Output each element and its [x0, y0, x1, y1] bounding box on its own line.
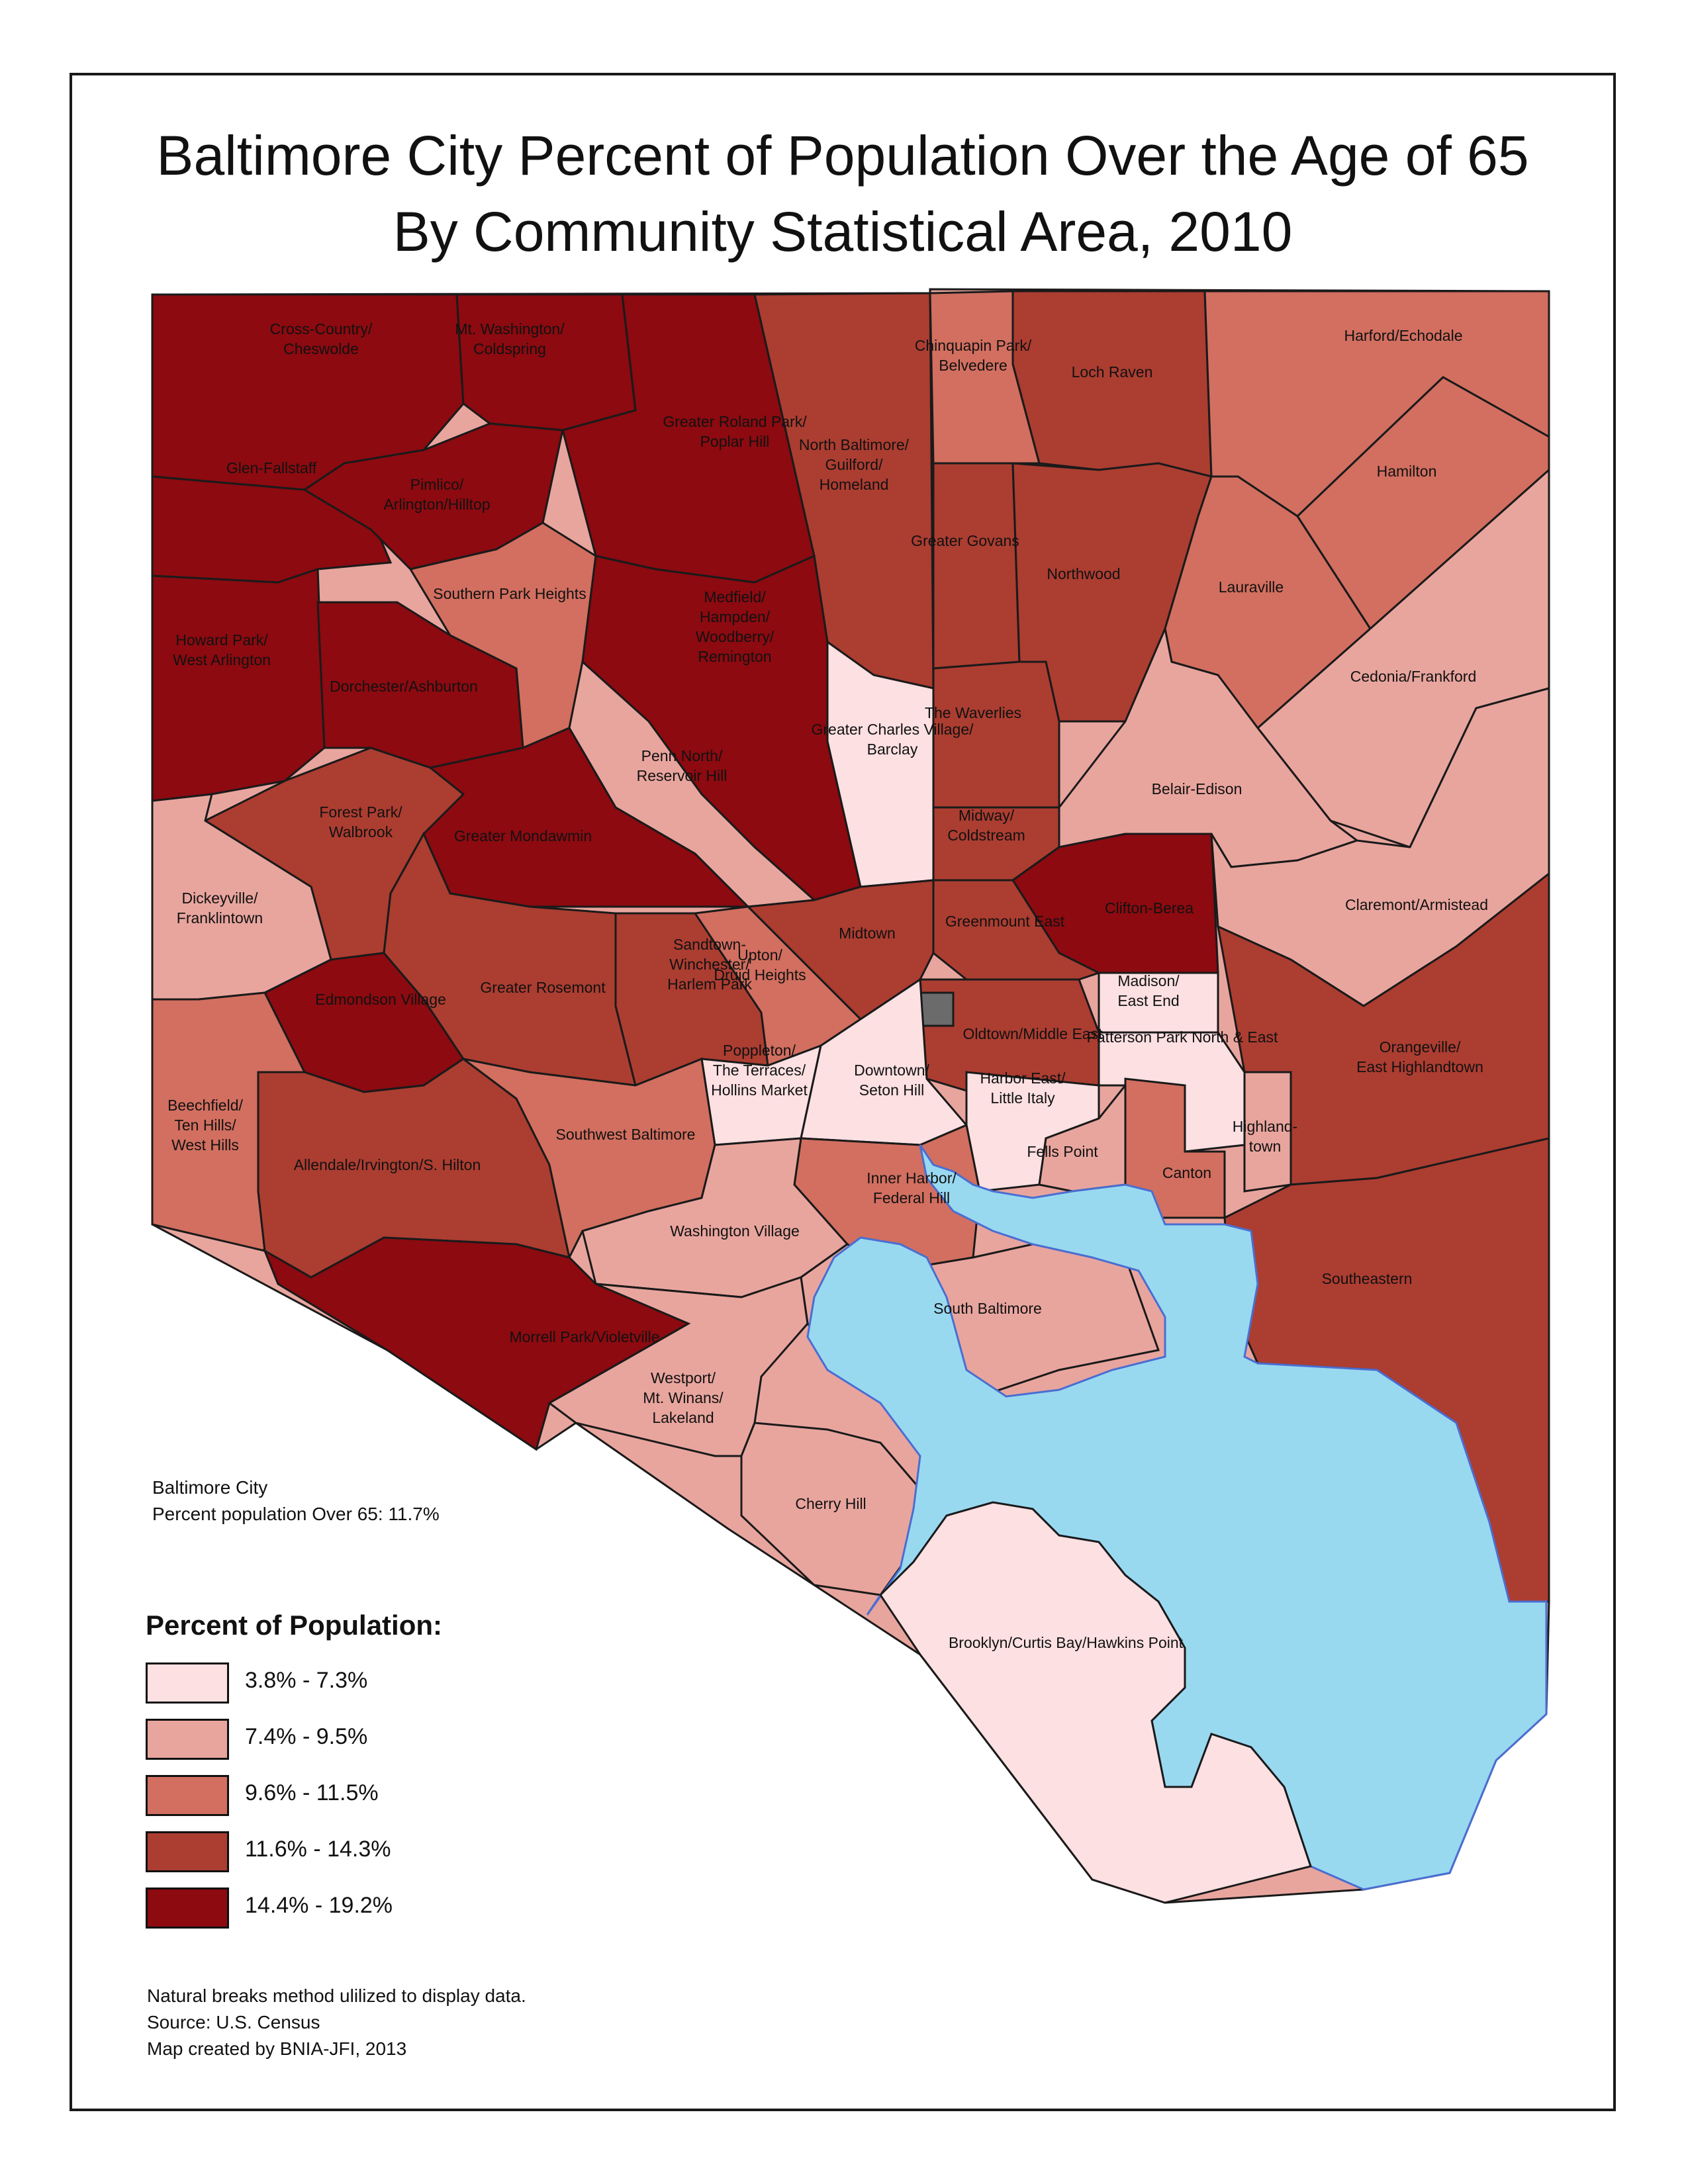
area-greater-govans: [932, 462, 1021, 670]
legend-label: 14.4% - 19.2%: [245, 1893, 393, 1918]
area-label: Forest Park/Walbrook: [319, 803, 402, 841]
area-label: Greater Charles Village/Barclay: [811, 721, 974, 758]
area-greenmount-east: [932, 879, 1102, 981]
area-label: Dickeyville/Franklintown: [177, 889, 263, 927]
area-label: Midtown: [839, 925, 896, 942]
legend-swatch: [146, 1719, 229, 1760]
area-label: Hamilton: [1377, 463, 1437, 480]
area-highlandtown: [1243, 1071, 1292, 1193]
area-label: Medfield/Hampden/Woodberry/Remington: [696, 588, 774, 665]
area-label: Upton/Druid Heights: [714, 946, 806, 983]
area-label: Oldtown/Middle East: [963, 1025, 1103, 1042]
area-label: Belair-Edison: [1152, 780, 1243, 797]
area-howard-park: [151, 567, 326, 802]
area-label: Edmondson Village: [315, 991, 446, 1008]
legend-swatch: [146, 1662, 229, 1704]
area-label: Northwood: [1047, 565, 1120, 582]
map-title: Baltimore City Percent of Population Ove…: [156, 124, 1529, 187]
area-label: Greater Roland Park/Poplar Hill: [663, 413, 807, 450]
area-label: Orangeville/East Highlandtown: [1356, 1038, 1483, 1075]
city-summary-label: Baltimore City: [152, 1477, 268, 1498]
area-label: Pimlico/Arlington/Hilltop: [383, 476, 490, 513]
area-label: Allendale/Irvington/S. Hilton: [294, 1156, 481, 1173]
area-label: Fells Point: [1027, 1143, 1098, 1160]
area-label: Midway/Coldstream: [947, 807, 1025, 844]
area-label: Southeastern: [1322, 1270, 1413, 1287]
area-label: Downtown/Seton Hill: [854, 1062, 929, 1099]
legend-swatch: [146, 1888, 229, 1929]
area-label: Inner Harbor/Federal Hill: [867, 1169, 957, 1206]
area-no-data: [919, 991, 955, 1027]
area-label: Highland-town: [1233, 1118, 1297, 1155]
area-label: Southern Park Heights: [433, 585, 586, 602]
area-label: Claremont/Armistead: [1345, 896, 1488, 913]
area-label: Patterson Park North & East: [1087, 1028, 1279, 1046]
area-loch-raven: [1011, 290, 1213, 478]
area-label: Greater Rosemont: [480, 979, 606, 996]
legend-label: 11.6% - 14.3%: [245, 1837, 391, 1862]
area-label: Glen-Fallstaff: [226, 459, 317, 477]
legend-label: 3.8% - 7.3%: [245, 1668, 368, 1693]
area-label: South Baltimore: [933, 1300, 1042, 1317]
area-label: Westport/Mt. Winans/Lakeland: [643, 1369, 724, 1426]
area-label: Washington Village: [670, 1222, 800, 1240]
city-summary-value: Percent population Over 65: 11.7%: [152, 1504, 440, 1524]
legend-swatch: [146, 1775, 229, 1816]
area-label: Sandtown-Winchester/Harlem Park: [667, 936, 752, 993]
area-mt-washington: [455, 293, 637, 432]
area-label: Harbor East/Little Italy: [980, 1069, 1066, 1107]
area-label: Loch Raven: [1072, 363, 1153, 381]
area-label: Cedonia/Frankford: [1350, 668, 1477, 685]
area-label: Penn North/Reservoir Hill: [637, 747, 727, 784]
area-label: Harford/Echodale: [1344, 327, 1463, 344]
area-label: The Waverlies: [925, 704, 1021, 721]
area-label: Beechfield/Ten Hills/West Hills: [167, 1097, 243, 1154]
area-label: Mt. Washington/Coldspring: [455, 320, 565, 357]
credit-note: Map created by BNIA-JFI, 2013: [147, 2038, 407, 2059]
area-label: Dorchester/Ashburton: [330, 678, 478, 695]
area-label: Greater Mondawmin: [454, 827, 592, 844]
area-label: Madison/East End: [1117, 972, 1180, 1009]
area-patterson-park: [1098, 1031, 1246, 1153]
legend-label: 7.4% - 9.5%: [245, 1724, 368, 1749]
area-label: North Baltimore/Guilford/Homeland: [799, 436, 910, 493]
area-brooklyn: [879, 1501, 1312, 1904]
area-label: Howard Park/West Arlington: [173, 631, 271, 668]
area-label: Clifton-Berea: [1105, 899, 1194, 917]
area-label: Canton: [1162, 1164, 1211, 1181]
area-label: Cross-Country/Cheswolde: [270, 320, 373, 357]
source-note: Source: U.S. Census: [147, 2012, 320, 2032]
legend-title: Percent of Population:: [146, 1610, 443, 1641]
map-subtitle: By Community Statistical Area, 2010: [393, 201, 1293, 263]
area-label: Morrell Park/Violetville: [509, 1328, 659, 1345]
legend-swatch: [146, 1831, 229, 1872]
area-label: Greenmount East: [945, 913, 1065, 930]
map-notes: Natural breaks method ulilized to displa…: [147, 1983, 526, 2062]
legend-label: 9.6% - 11.5%: [245, 1780, 379, 1805]
method-note: Natural breaks method ulilized to displa…: [147, 1985, 526, 2006]
area-label: Poppleton/The Terraces/Hollins Market: [711, 1042, 808, 1099]
area-label: Brooklyn/Curtis Bay/Hawkins Point: [949, 1634, 1184, 1651]
area-label: Chinquapin Park/Belvedere: [915, 337, 1032, 374]
area-pimlico: [303, 422, 564, 570]
area-label: Cherry Hill: [795, 1495, 866, 1512]
area-label: Southwest Baltimore: [556, 1126, 696, 1143]
map-frame: [70, 73, 1616, 2111]
area-label: Greater Govans: [911, 532, 1019, 549]
area-label: Lauraville: [1219, 578, 1284, 596]
